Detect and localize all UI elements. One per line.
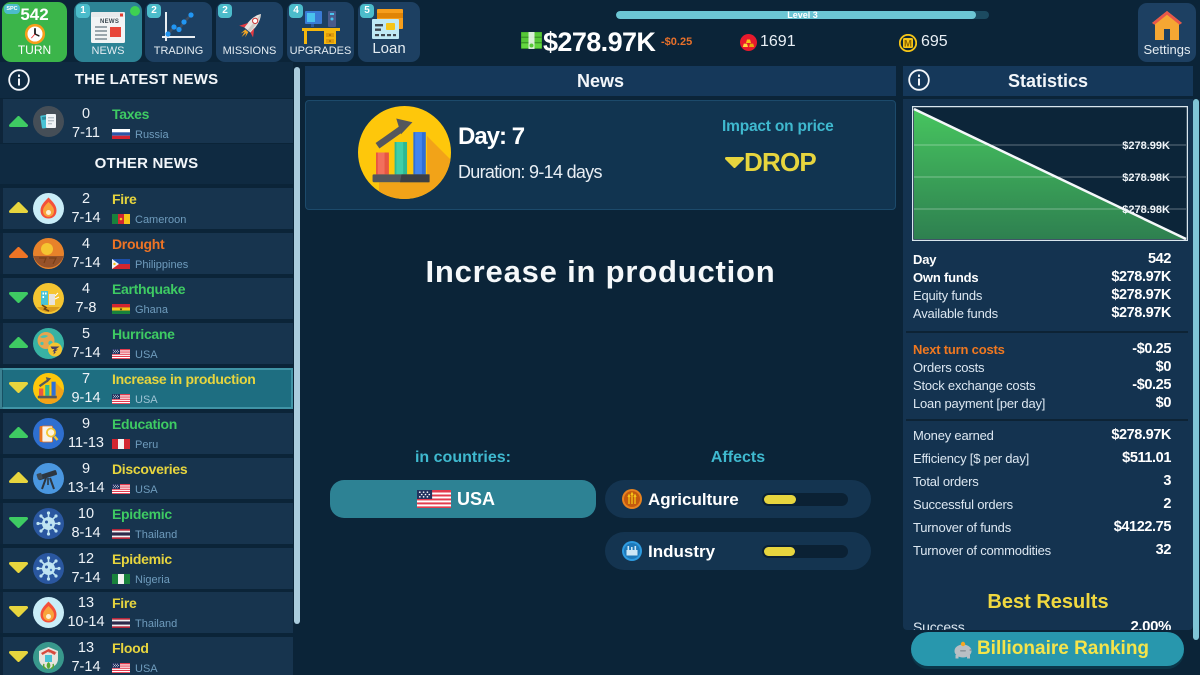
svg-text:NEWS: NEWS — [100, 19, 119, 25]
svg-text:$278.99K: $278.99K — [1122, 140, 1170, 152]
svg-text:$278.98K: $278.98K — [1122, 172, 1170, 184]
svg-text:$278.98K: $278.98K — [1122, 204, 1170, 216]
svg-text:M: M — [904, 39, 912, 50]
